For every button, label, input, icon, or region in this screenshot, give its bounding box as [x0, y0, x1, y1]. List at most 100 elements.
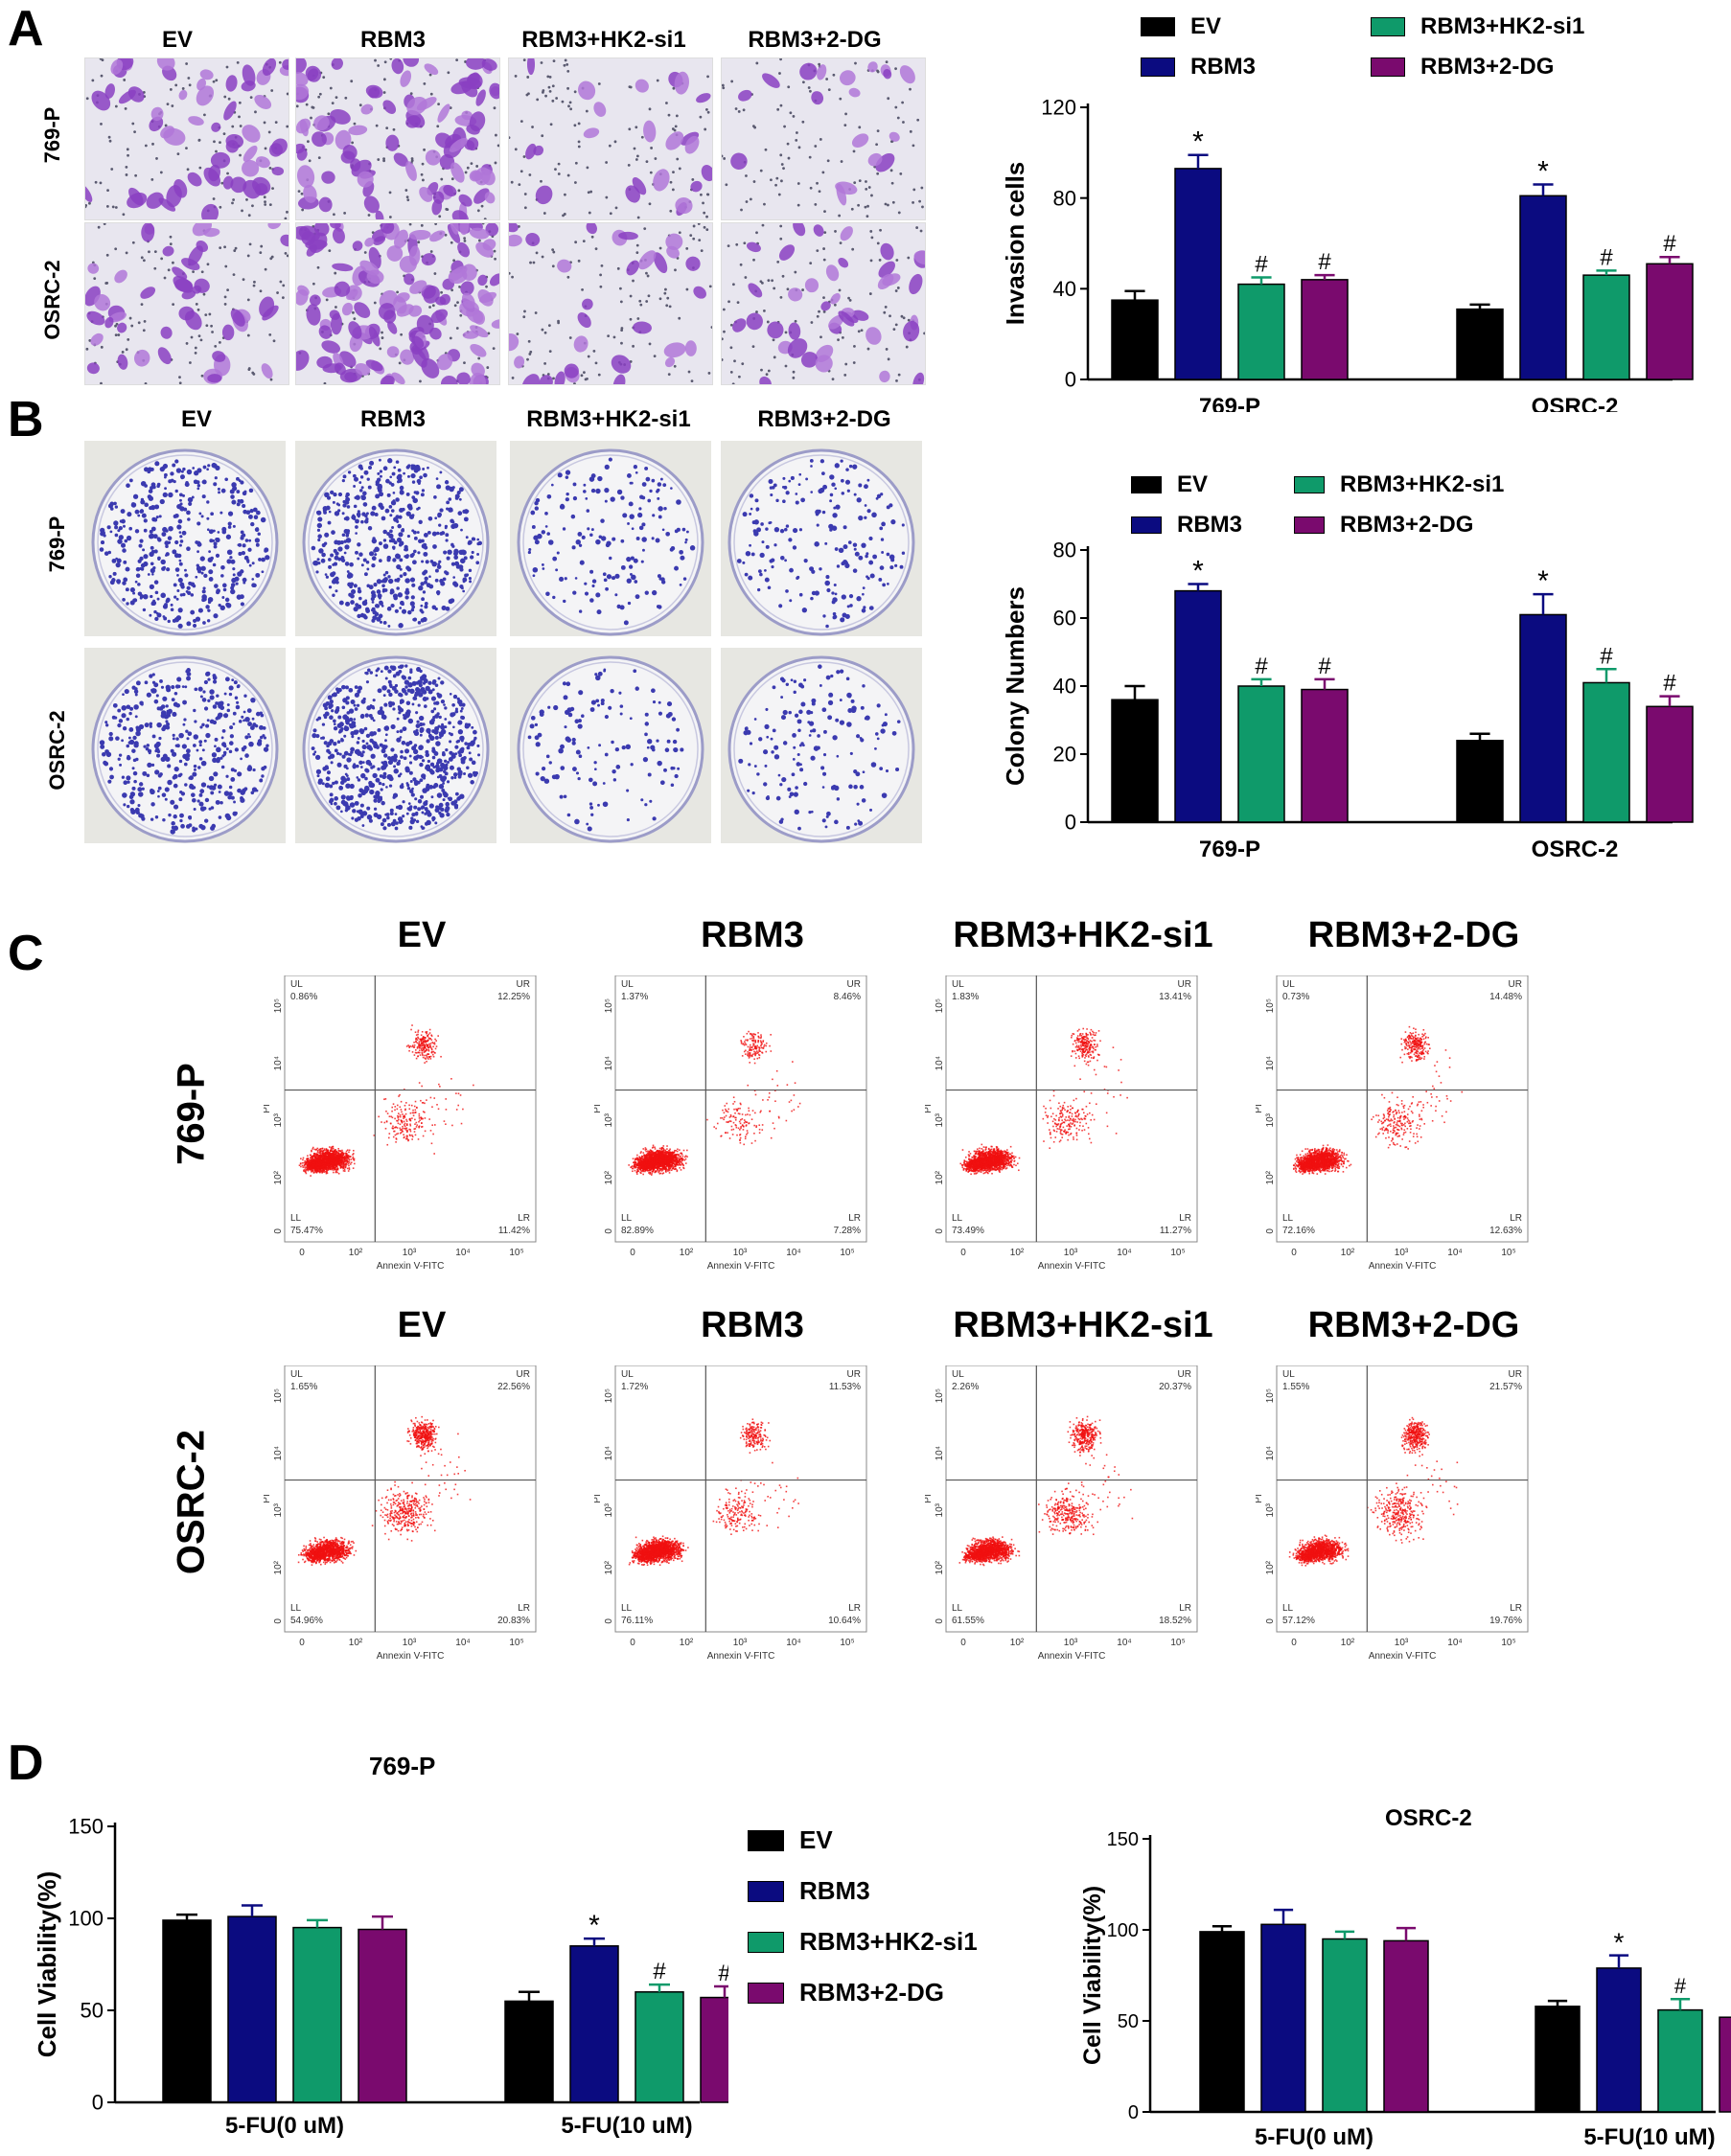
colony-dot [418, 683, 423, 688]
colony-dot [312, 560, 318, 566]
colony-dot [151, 734, 156, 739]
colony-dot [171, 751, 177, 757]
colony-dot [331, 709, 335, 713]
pore-dot [678, 316, 681, 320]
pore-dot [485, 285, 488, 288]
colony-dot [168, 525, 173, 532]
colony-dot [150, 600, 157, 606]
colony-dot [359, 766, 363, 768]
flow-col-header: RBM3+HK2-si1 [911, 1305, 1256, 1346]
legend-colony: EV RBM3+HK2-si1 RBM3 RBM3+2-DG [1131, 471, 1581, 539]
colony-dot [328, 558, 332, 562]
colony-dot [435, 477, 439, 480]
colony-dot [427, 759, 431, 764]
colony-dot [219, 756, 223, 760]
invading-cell [181, 258, 200, 271]
colony-dot [431, 605, 437, 609]
colony-dot [386, 822, 392, 827]
invading-cell [525, 233, 541, 246]
pore-dot [586, 377, 589, 380]
colony-dot [771, 750, 774, 754]
colony-dot [356, 764, 359, 768]
pore-dot [536, 98, 540, 102]
pore-dot [429, 92, 433, 96]
colony-dot [839, 699, 842, 701]
pore-dot [792, 376, 796, 379]
pore-dot [645, 271, 648, 275]
colony-dot [590, 700, 596, 705]
colony-dot [795, 500, 799, 505]
colony-dot [879, 565, 885, 570]
invading-cell [539, 375, 553, 384]
pore-dot [514, 148, 518, 151]
pore-dot [268, 203, 272, 207]
colony-dot [371, 618, 376, 623]
pore-dot [333, 213, 335, 217]
colony-dot [242, 504, 246, 509]
pore-dot [194, 352, 197, 355]
colony-dot [424, 605, 428, 609]
colony-dot [174, 539, 179, 545]
colony-dot [761, 540, 765, 544]
colony-dot [566, 813, 571, 817]
colony-dot [355, 518, 359, 524]
invading-cell [665, 233, 683, 250]
colony-dot [132, 493, 139, 499]
colony-dot [394, 608, 399, 613]
colony-dot [852, 568, 858, 573]
pore-dot [838, 214, 842, 218]
colony-dot [424, 576, 428, 581]
colony-dot [408, 770, 413, 775]
colony-dot [541, 563, 544, 566]
flow-event [346, 1149, 349, 1152]
invading-cell [879, 370, 890, 383]
colony-dot [176, 524, 182, 530]
legend-swatch [1131, 516, 1162, 534]
colony-dot [171, 821, 175, 826]
colony-dot [651, 688, 656, 694]
pore-dot [920, 186, 924, 190]
colony-dot [436, 484, 442, 490]
colony-dot [122, 598, 126, 602]
colony-dot [148, 495, 154, 501]
pore-dot [807, 86, 811, 89]
colony-dot [527, 550, 532, 555]
pore-dot [809, 186, 813, 190]
colony-dot [126, 483, 130, 489]
colony-dot [364, 713, 369, 718]
colony-dot [143, 561, 149, 567]
colony-dot [626, 578, 632, 584]
invading-cell [909, 273, 923, 295]
invading-cell [466, 137, 479, 151]
legend-item: EV [1141, 13, 1371, 40]
colony-dot [153, 609, 157, 614]
pore-dot [594, 361, 598, 365]
pore-dot [549, 123, 553, 126]
colony-dot [240, 602, 245, 607]
legend-swatch [1371, 17, 1405, 36]
flow-row-header: 769-P [171, 999, 214, 1229]
colony-dot [421, 539, 425, 543]
colony-dot [329, 753, 335, 759]
invading-cell [477, 274, 488, 287]
pore-dot [417, 241, 421, 244]
invading-cell [199, 69, 214, 80]
invading-cell [160, 126, 175, 139]
colony-dot [170, 829, 175, 835]
colony-dot [779, 783, 783, 787]
colony-dot [881, 792, 888, 798]
flow-event [348, 1167, 351, 1169]
colony-dot [427, 731, 431, 735]
colony-dot [589, 476, 595, 482]
colony-dot [223, 692, 227, 696]
invading-cell [140, 287, 156, 299]
pore-dot [902, 316, 906, 320]
colony-dot [772, 685, 776, 690]
colony-dot [392, 492, 396, 494]
colony-dot [212, 562, 217, 567]
invading-cell [593, 102, 607, 117]
colony-dot [564, 725, 567, 729]
colony-dot [409, 601, 415, 607]
colony-dot [390, 747, 395, 752]
colony-dot [138, 543, 143, 548]
